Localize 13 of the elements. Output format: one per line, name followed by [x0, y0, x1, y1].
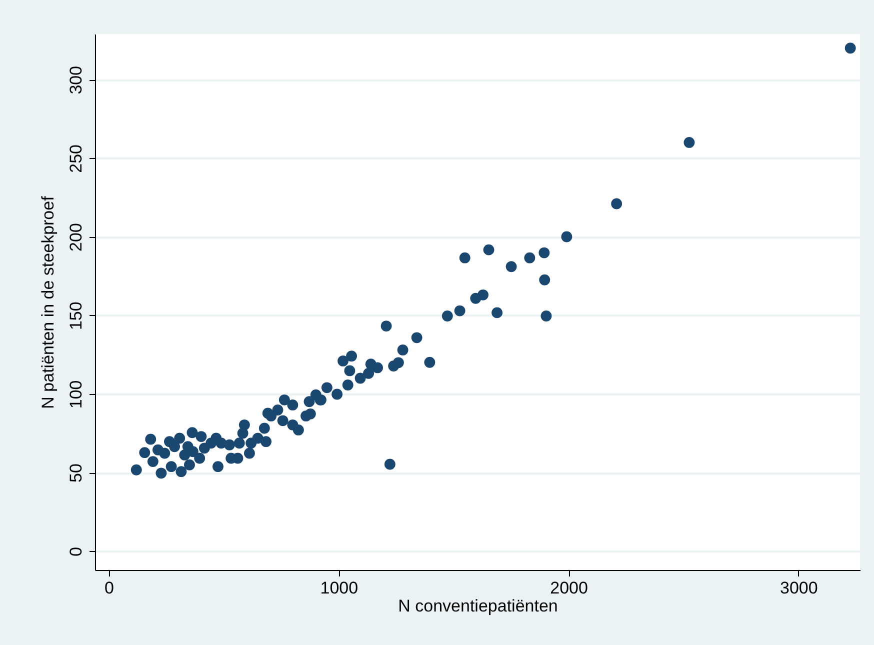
y-tick-label: 250 — [66, 144, 86, 173]
x-tick-label: 0 — [104, 578, 114, 598]
y-tick-label: 150 — [66, 302, 86, 330]
x-tick-label: 1000 — [320, 578, 358, 598]
y-tick-label: 50 — [66, 464, 86, 483]
x-tick-label: 3000 — [780, 578, 818, 598]
y-tick-label: 0 — [66, 546, 86, 556]
y-tick-label: 200 — [66, 223, 86, 252]
x-axis-title: N conventiepatiënten — [398, 596, 558, 616]
x-tick-label: 2000 — [550, 578, 588, 598]
y-tick-label: 100 — [66, 380, 86, 409]
y-axis-title: N patiënten in de steekproef — [38, 196, 58, 409]
y-tick-label: 300 — [66, 66, 86, 94]
